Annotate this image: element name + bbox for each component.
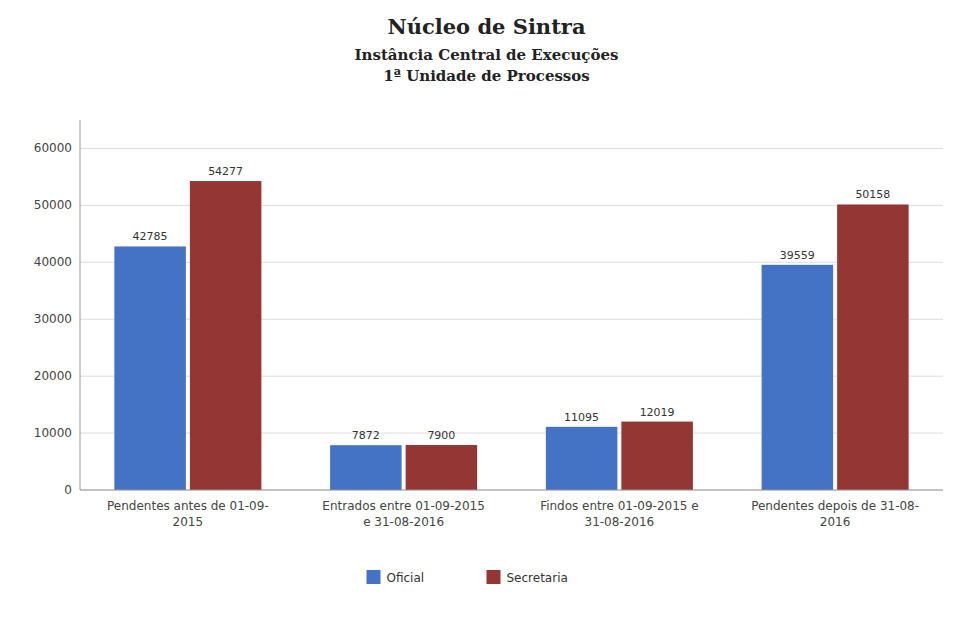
- legend: Oficial Secretaria: [367, 570, 568, 585]
- y-tick-label: 60000: [34, 141, 72, 155]
- x-tick-label: Entrados entre 01-09-2015 e 31-08-2016: [322, 499, 485, 529]
- y-tick-label: 50000: [34, 198, 72, 212]
- x-tick-label: Pendentes depois de 31-08- 2016: [751, 499, 919, 529]
- chart-container: Núcleo de Sintra Instância Central de Exe…: [0, 0, 973, 628]
- x-tick-label-line: Entrados entre 01-09-2015: [322, 499, 485, 513]
- legend-swatch: [367, 570, 381, 584]
- legend-swatch: [487, 570, 501, 584]
- y-axis-line: [80, 120, 81, 490]
- x-tick-label-line: Findos entre 01-09-2015 e: [540, 499, 699, 513]
- data-label: 42785: [133, 230, 168, 243]
- y-tick-label: 10000: [34, 426, 72, 440]
- title: Núcleo de Sintra: [387, 14, 585, 39]
- legend-label: Oficial: [387, 571, 425, 585]
- bar: [330, 445, 402, 490]
- data-label: 39559: [780, 249, 815, 262]
- bar: [546, 427, 618, 490]
- x-tick-label-line: Pendentes depois de 31-08-: [751, 499, 919, 513]
- y-tick-label: 20000: [34, 369, 72, 383]
- data-label: 7900: [427, 429, 455, 442]
- y-tick-label: 30000: [34, 312, 72, 326]
- x-tick-label-line: 2015: [173, 515, 204, 529]
- y-tick-label: 40000: [34, 255, 72, 269]
- data-labels: 42785 7872 11095 39559 54277 7900 12019 50158: [133, 165, 891, 442]
- bars: [114, 181, 908, 490]
- x-tick-label-line: 31-08-2016: [585, 515, 655, 529]
- x-tick-label-line: Pendentes antes de 01-09-: [107, 499, 269, 513]
- data-label: 7872: [352, 429, 380, 442]
- x-tick-label-line: e 31-08-2016: [363, 515, 444, 529]
- bar: [621, 422, 693, 490]
- data-label: 50158: [855, 188, 890, 201]
- grid: [80, 148, 943, 490]
- x-tick-label-line: 2016: [820, 515, 851, 529]
- chart-svg: Núcleo de Sintra Instância Central de Exe…: [0, 0, 973, 628]
- grid-line: [80, 148, 943, 149]
- bar: [837, 204, 909, 490]
- subtitle-line: Instância Central de Execuções: [355, 46, 619, 64]
- bar: [114, 246, 186, 490]
- legend-label: Secretaria: [507, 571, 568, 585]
- data-label: 11095: [564, 411, 599, 424]
- x-tick-label: Pendentes antes de 01-09- 2015: [107, 499, 269, 529]
- bar: [190, 181, 262, 490]
- subtitle: Instância Central de Execuções 1ª Unidade…: [355, 46, 619, 85]
- bar: [406, 445, 478, 490]
- data-label: 54277: [208, 165, 243, 178]
- bar: [762, 265, 834, 490]
- data-label: 12019: [640, 406, 675, 419]
- y-tick-label: 0: [64, 483, 72, 497]
- x-tick-label: Findos entre 01-09-2015 e 31-08-2016: [540, 499, 699, 529]
- subtitle-line: 1ª Unidade de Processos: [383, 67, 590, 85]
- grid-line: [80, 490, 943, 491]
- x-axis-line: [80, 490, 943, 491]
